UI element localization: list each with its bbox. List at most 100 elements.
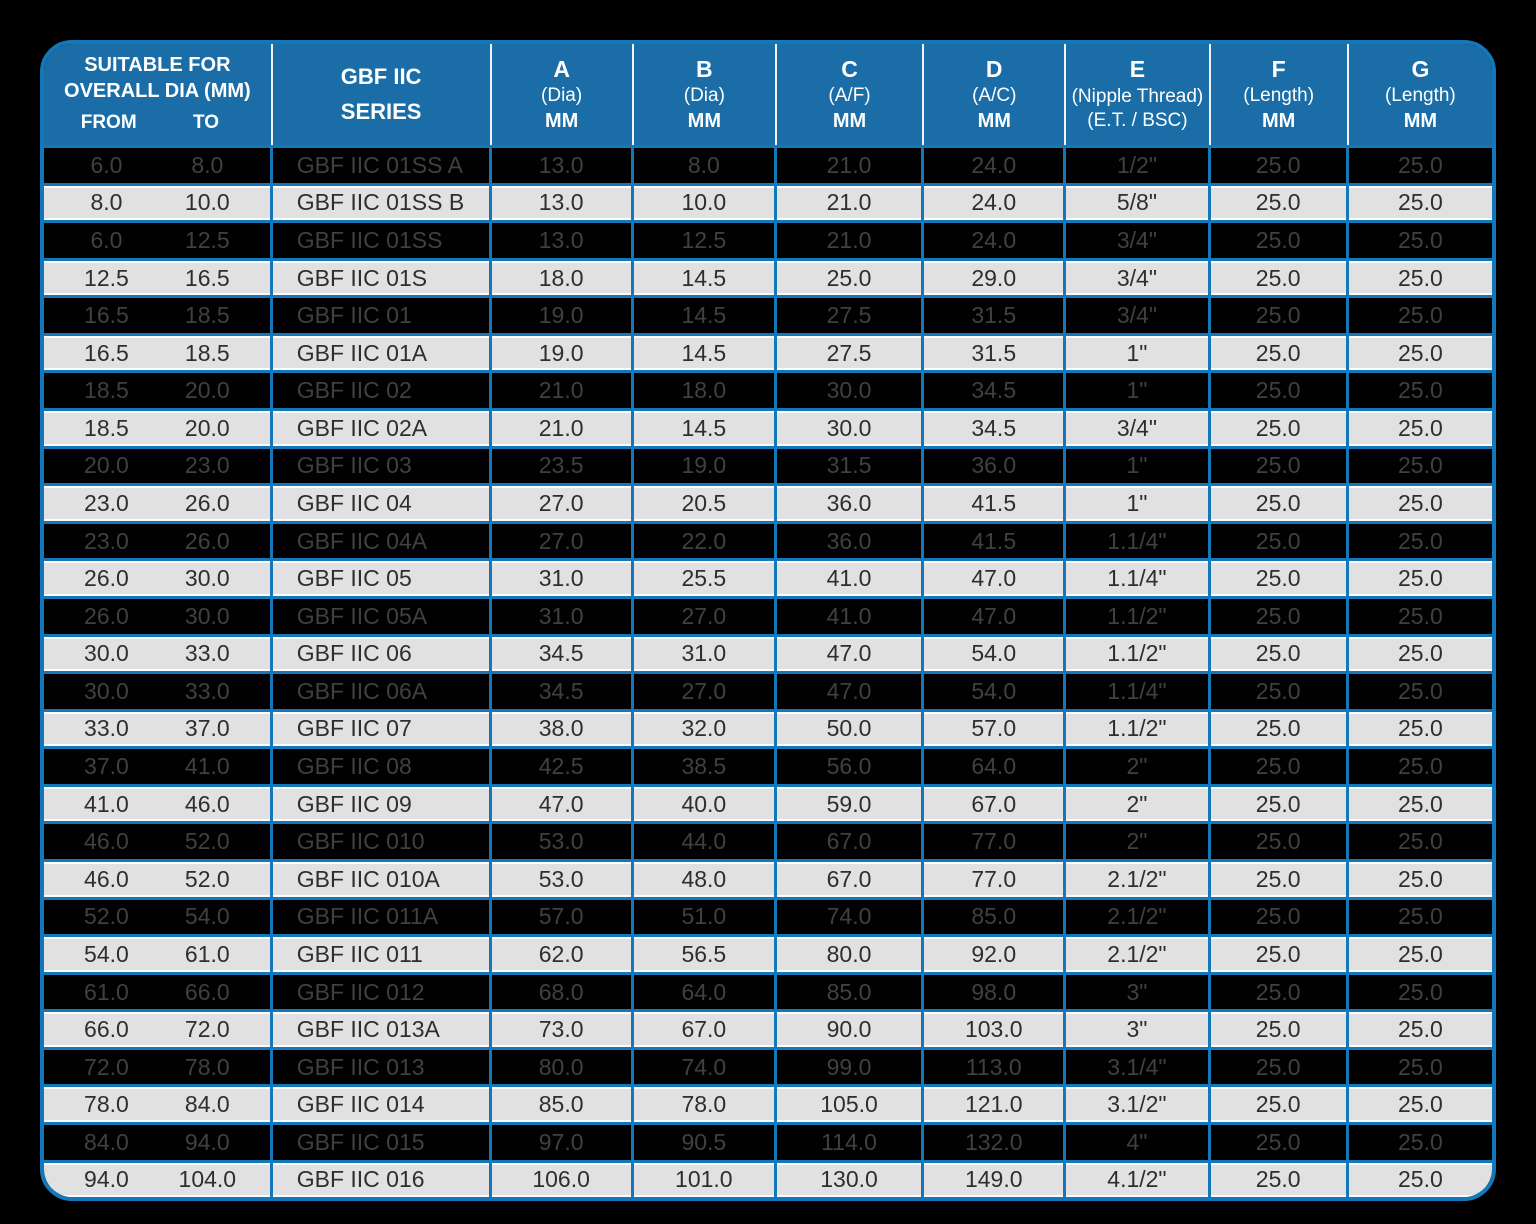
table-cell-g: 25.0 xyxy=(1398,339,1443,366)
table-cell-d: 57.0 xyxy=(924,711,1067,747)
table-cell-c: 36.0 xyxy=(777,486,925,521)
table-cell-e: 3.1/2" xyxy=(1066,1087,1211,1123)
table-cell-f: 25.0 xyxy=(1211,598,1349,634)
table-cell-c: 130.0 xyxy=(777,1162,925,1197)
table-cell-e: 3/4" xyxy=(1066,260,1211,296)
table-cell-e: 2" xyxy=(1066,824,1211,859)
dia-to-value: 8.0 xyxy=(191,151,224,178)
table-cell-b: 44.0 xyxy=(634,824,777,859)
table-cell-series: GBF IIC 09 xyxy=(273,786,492,822)
dia-to-value: 16.5 xyxy=(184,264,230,291)
table-cell-series: GBF IIC 015 xyxy=(273,1125,492,1160)
table-cell-c: 59.0 xyxy=(777,786,925,822)
table-cell-f: 25.0 xyxy=(1211,974,1349,1010)
table-row: 78.0 84.0 GBF IIC 014 85.0 78.0 105.0 121.0 3.1… xyxy=(44,1084,1492,1123)
dia-to-value: 33.0 xyxy=(184,640,230,667)
header-b-unit: MM xyxy=(687,109,721,132)
table-cell-g: 25.0 xyxy=(1398,940,1443,967)
table-cell-d: 47.0 xyxy=(924,561,1067,596)
table-cell-d: 132.0 xyxy=(924,1125,1067,1160)
dia-to-value: 26.0 xyxy=(184,527,230,554)
dia-from-value: 72.0 xyxy=(84,1053,129,1080)
table-cell-b: 78.0 xyxy=(634,1087,777,1123)
table-cell-e: 4" xyxy=(1066,1125,1211,1160)
dia-to-value: 23.0 xyxy=(184,452,230,479)
table-cell-b: 14.5 xyxy=(634,335,777,371)
table-cell-e: 3/4" xyxy=(1066,298,1211,333)
table-cell-series: GBF IIC 02 xyxy=(273,373,492,409)
table-cell-a: 80.0 xyxy=(492,1049,634,1085)
header-f-letter: F xyxy=(1271,55,1286,82)
header-a-letter: A xyxy=(553,55,570,82)
table-row: 94.0 104.0 GBF IIC 016 106.0 101.0 130.0 149.0… xyxy=(44,1159,1492,1197)
table-cell-f: 25.0 xyxy=(1211,448,1349,484)
table-cell-c: 90.0 xyxy=(777,1012,925,1047)
table-cell-c: 80.0 xyxy=(777,937,925,972)
header-f-desc: (Length) xyxy=(1243,85,1315,107)
dia-to-value: 46.0 xyxy=(184,790,230,817)
header-col-e: E (Nipple Thread) (E.T. / BSC) xyxy=(1066,44,1211,145)
table-cell-a: 38.0 xyxy=(492,711,634,747)
table-cell-c: 31.5 xyxy=(777,448,925,484)
table-cell-d: 85.0 xyxy=(924,899,1067,935)
table-cell-e: 2.1/2" xyxy=(1066,899,1211,935)
dia-from-value: 23.0 xyxy=(84,489,129,516)
table-cell-c: 99.0 xyxy=(777,1049,925,1085)
table-cell-series: GBF IIC 010A xyxy=(273,861,492,897)
table-cell-f: 25.0 xyxy=(1211,185,1349,221)
table-cell-c: 74.0 xyxy=(777,899,925,935)
table-cell-b: 19.0 xyxy=(634,448,777,484)
table-row: 52.0 54.0 GBF IIC 011A 57.0 51.0 74.0 85.0 2.1/… xyxy=(44,896,1492,935)
table-cell-g: 25.0 xyxy=(1398,640,1443,667)
table-row: 23.0 26.0 GBF IIC 04A 27.0 22.0 36.0 41.5 1.1/4… xyxy=(44,520,1492,559)
table-cell-a: 31.0 xyxy=(492,561,634,596)
table-cell-f: 25.0 xyxy=(1211,937,1349,972)
header-c-letter: C xyxy=(841,55,858,82)
dia-to-value: 54.0 xyxy=(184,903,230,930)
table-row: 23.0 26.0 GBF IIC 04 27.0 20.5 36.0 41.5 1" 25.0… xyxy=(44,483,1492,521)
table-cell-b: 22.0 xyxy=(634,523,777,559)
header-overall-dia-title-line1: SUITABLE FOR xyxy=(84,54,231,77)
table-cell-series: GBF IIC 04A xyxy=(273,523,492,559)
table-cell-f: 25.0 xyxy=(1211,674,1349,709)
table-cell-dia-range: 6.0 12.5 xyxy=(44,223,273,258)
header-series-line1: GBF IIC xyxy=(340,64,422,90)
table-cell-e: 2" xyxy=(1066,786,1211,822)
table-cell-series: GBF IIC 011A xyxy=(273,899,492,935)
table-cell-e: 3" xyxy=(1066,1012,1211,1047)
header-col-g: G (Length) MM xyxy=(1349,44,1492,145)
table-cell-b: 25.5 xyxy=(634,561,777,596)
table-row: 26.0 30.0 GBF IIC 05A 31.0 27.0 41.0 47.0 1.1/2… xyxy=(44,595,1492,634)
table-cell-series: GBF IIC 01SS xyxy=(273,223,492,258)
header-from-label: FROM xyxy=(80,112,137,134)
table-cell-a: 47.0 xyxy=(492,786,634,822)
table-cell-e: 2.1/2" xyxy=(1066,861,1211,897)
table-header-row: SUITABLE FOR OVERALL DIA (MM) FROM TO GB… xyxy=(44,44,1492,145)
table-cell-f: 25.0 xyxy=(1211,861,1349,897)
table-cell-d: 98.0 xyxy=(924,974,1067,1010)
table-cell-d: 34.5 xyxy=(924,373,1067,409)
dia-to-value: 20.0 xyxy=(184,414,230,441)
table-cell-b: 48.0 xyxy=(634,861,777,897)
table-row: 66.0 72.0 GBF IIC 013A 73.0 67.0 90.0 103.0 3" 2… xyxy=(44,1009,1492,1047)
header-g-letter: G xyxy=(1411,55,1430,82)
table-cell-b: 12.5 xyxy=(634,223,777,258)
header-d-unit: MM xyxy=(977,109,1011,132)
table-cell-g: 25.0 xyxy=(1398,377,1443,404)
table-row: 72.0 78.0 GBF IIC 013 80.0 74.0 99.0 113.0 3.1/… xyxy=(44,1046,1492,1085)
table-cell-a: 13.0 xyxy=(492,148,634,183)
table-cell-g: 25.0 xyxy=(1398,865,1443,892)
table-cell-f: 25.0 xyxy=(1211,899,1349,935)
dia-from-value: 37.0 xyxy=(84,753,129,780)
table-cell-b: 14.5 xyxy=(634,298,777,333)
header-col-d: D (A/C) MM xyxy=(924,44,1067,145)
dia-to-value: 12.5 xyxy=(184,226,230,253)
table-cell-c: 105.0 xyxy=(777,1087,925,1123)
table-cell-a: 19.0 xyxy=(492,335,634,371)
table-cell-a: 68.0 xyxy=(492,974,634,1010)
table-row: 6.0 12.5 GBF IIC 01SS 13.0 12.5 21.0 24.0 3/4" 2… xyxy=(44,220,1492,258)
table-row: 30.0 33.0 GBF IIC 06A 34.5 27.0 47.0 54.0 1.1/4… xyxy=(44,671,1492,709)
table-cell-dia-range: 16.5 18.5 xyxy=(44,298,273,333)
table-cell-b: 51.0 xyxy=(634,899,777,935)
table-cell-f: 25.0 xyxy=(1211,1049,1349,1085)
